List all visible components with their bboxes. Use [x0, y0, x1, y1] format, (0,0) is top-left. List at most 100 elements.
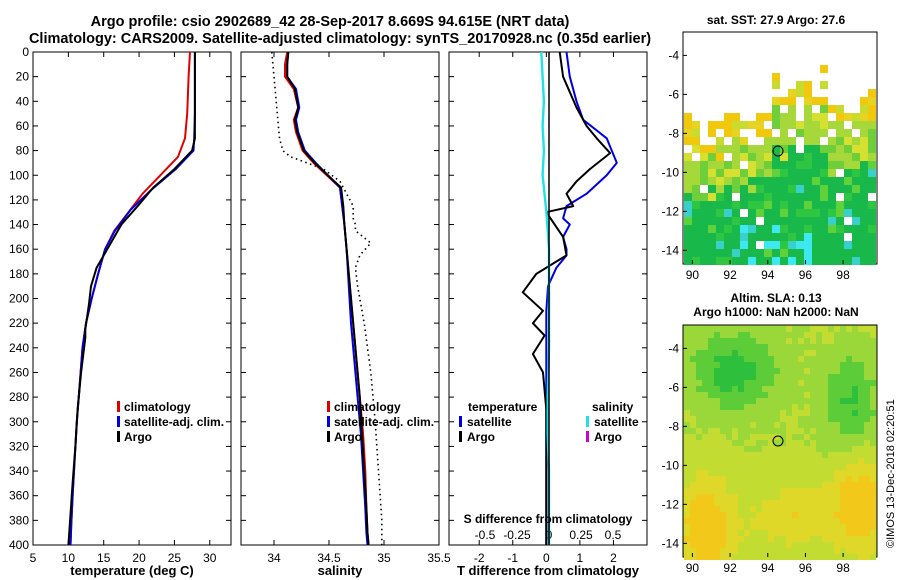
sla-map-cell — [858, 332, 864, 338]
sla-map-cell — [702, 332, 708, 338]
sla-map-cell — [834, 434, 840, 440]
sla-map-cell — [714, 524, 720, 530]
sla-map-cell — [780, 332, 786, 338]
sla-map-cell — [732, 332, 738, 338]
sla-map-cell — [720, 440, 726, 446]
sla-map-cell — [714, 380, 720, 386]
sla-map-cell — [768, 440, 774, 446]
sla-map-cell — [822, 530, 828, 536]
sla-map-cell — [780, 338, 786, 344]
sla-map-cell — [714, 416, 720, 422]
sla-map-cell — [708, 554, 714, 560]
sla-map-cell — [780, 452, 786, 458]
sla-map-cell — [822, 458, 828, 464]
sla-map-cell — [768, 446, 774, 452]
sla-map-cell — [846, 446, 852, 452]
sst-map-cell — [708, 225, 716, 233]
sst-map-cell — [772, 233, 780, 241]
sla-map-cell — [852, 518, 858, 524]
sla-map-cell — [768, 488, 774, 494]
sla-map-cell — [720, 446, 726, 452]
sla-map-cell — [684, 374, 690, 380]
sla-map-cell — [702, 488, 708, 494]
sla-map-cell — [726, 536, 732, 542]
sla-map-cell — [864, 524, 870, 530]
sla-map-cell — [762, 500, 768, 506]
sla-map-cell — [858, 422, 864, 428]
sst-map: sat. SST: 27.9 Argo: 27.6 90 92 94 96 98-4-6… — [662, 13, 878, 282]
sla-map-cell — [714, 494, 720, 500]
difference-legend-swatch-temp-satellite — [459, 416, 462, 427]
sla-map-cell — [804, 494, 810, 500]
sla-map-cell — [780, 536, 786, 542]
sla-map-cell — [828, 398, 834, 404]
sst-map-cell — [868, 185, 876, 193]
sst-map-cell — [756, 233, 764, 241]
sst-map-cell — [844, 153, 852, 161]
sla-map-cell — [690, 542, 696, 548]
sla-map-cell — [858, 398, 864, 404]
sla-map-cell — [768, 428, 774, 434]
depth-tick-label: 220 — [9, 316, 29, 330]
sst-map-cell — [748, 225, 756, 233]
sst-map-cell — [772, 169, 780, 177]
sla-map-cell — [774, 374, 780, 380]
sla-map-cell — [870, 554, 876, 560]
sla-map-cell — [768, 332, 774, 338]
depth-tick-label: 320 — [9, 439, 29, 453]
sst-map-cell — [740, 153, 748, 161]
sst-map-cell — [748, 241, 756, 249]
sla-map-cell — [834, 422, 840, 428]
sst-map-cell — [844, 209, 852, 217]
sst-map-cell — [788, 153, 796, 161]
sla-map-cell — [708, 344, 714, 350]
sla-map-cell — [840, 374, 846, 380]
sla-map-cell — [690, 446, 696, 452]
sla-map-cell — [834, 494, 840, 500]
sla-map-cell — [846, 332, 852, 338]
sla-map-cell — [786, 446, 792, 452]
sst-map-cell — [820, 193, 828, 201]
sst-map-cell — [684, 129, 692, 137]
sla-map-cell — [870, 350, 876, 356]
sla-map-cell — [804, 326, 810, 332]
sla-map-cell — [864, 476, 870, 482]
sla-map-xtick-label: 98 — [836, 561, 850, 575]
sla-map-cell — [768, 398, 774, 404]
sst-map-cell — [740, 145, 748, 153]
sla-map-cell — [840, 512, 846, 518]
sla-map-cell — [846, 344, 852, 350]
sla-map-cell — [858, 356, 864, 362]
sla-map-cell — [792, 500, 798, 506]
sla-map-cell — [828, 476, 834, 482]
difference-legend-salinity-header: salinity — [592, 400, 634, 414]
sla-map-cell — [738, 332, 744, 338]
sla-map-cell — [774, 368, 780, 374]
sla-map-cell — [846, 374, 852, 380]
sla-map-cell — [852, 494, 858, 500]
sla-map-cell — [828, 380, 834, 386]
sla-map-cell — [870, 404, 876, 410]
sst-map-cell — [844, 201, 852, 209]
sst-map-cell — [684, 153, 692, 161]
sla-map-cell — [684, 500, 690, 506]
sst-map-cell — [692, 145, 700, 153]
sla-map-cell — [804, 398, 810, 404]
sla-map-cell — [846, 536, 852, 542]
sla-map-cell — [870, 476, 876, 482]
sla-map-cell — [702, 548, 708, 554]
sst-map-cell — [716, 185, 724, 193]
sla-map-cell — [822, 356, 828, 362]
sla-map-cell — [732, 530, 738, 536]
sla-map-cell — [858, 452, 864, 458]
sla-map-cell — [750, 434, 756, 440]
sst-map-cell — [724, 129, 732, 137]
temperature-legend-satellite: satellite-adj. clim. — [124, 415, 224, 429]
sla-map-cell — [780, 374, 786, 380]
sst-map-cell — [780, 257, 788, 265]
sla-map-cell — [858, 350, 864, 356]
salinity-legend: climatology satellite-adj. clim. Argo — [327, 400, 434, 444]
sla-map-cell — [858, 416, 864, 422]
sla-map-cell — [840, 470, 846, 476]
sla-map-cell — [684, 362, 690, 368]
